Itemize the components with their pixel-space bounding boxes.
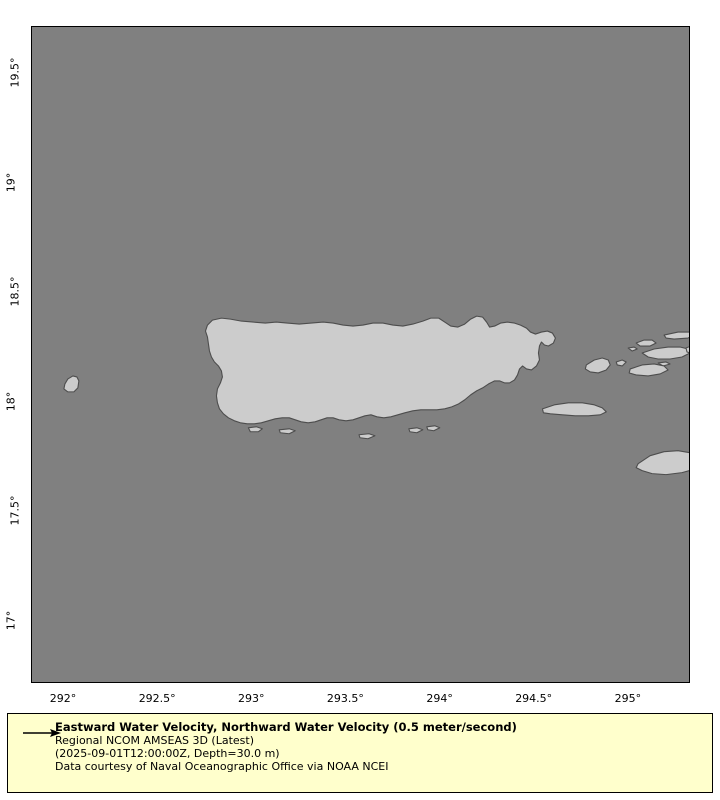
x-axis-major-tick: [0, 140, 1, 147]
islet-south-3: [358, 433, 376, 440]
island-puerto-rico: [204, 315, 556, 425]
landmass-group: [63, 315, 689, 476]
x-axis-major-tick: [0, 59, 1, 66]
x-axis-major-tick: [0, 167, 1, 174]
x-axis-major-tick: [0, 5, 1, 12]
island-tortola: [641, 346, 689, 360]
x-axis-label: 295°: [614, 692, 642, 705]
islet-south-2: [278, 428, 296, 435]
y-axis-label: 18.5°: [8, 276, 22, 307]
islet-south-5: [426, 425, 441, 432]
map-canvas[interactable]: [32, 27, 689, 682]
x-axis-label: 292.5°: [138, 692, 176, 705]
island-anegada: [663, 331, 689, 340]
islet-south-1: [247, 426, 263, 433]
legend-panel: Eastward Water Velocity, Northward Water…: [7, 713, 713, 793]
islet-ne-small-1: [627, 346, 638, 352]
x-axis-major-tick: [0, 113, 1, 120]
y-axis-label: 18°: [4, 391, 18, 411]
y-axis-label: 17°: [4, 610, 18, 630]
island-mona: [63, 375, 80, 393]
island-vieques: [541, 402, 607, 417]
x-axis-major-tick: [0, 86, 1, 93]
axis-layer: 292° 292.5° 293° 293.5° 294° 294.5° 295° 17° 17.…: [0, 0, 720, 705]
x-axis-label: 294°: [426, 692, 453, 705]
island-jost-van-dyke: [635, 339, 657, 347]
islet-south-4: [408, 427, 424, 434]
map-plot-area[interactable]: [31, 26, 690, 683]
islet-culebrita: [615, 359, 627, 367]
y-axis-label: 19°: [4, 172, 18, 192]
legend-title: Eastward Water Velocity, Northward Water…: [55, 720, 517, 734]
y-axis-minor-tick: [0, 218, 5, 219]
x-axis-label: 292°: [49, 692, 77, 705]
legend-courtesy-line: Data courtesy of Naval Oceanographic Off…: [55, 760, 389, 773]
x-axis-major-tick: [0, 32, 1, 39]
island-culebra: [584, 357, 611, 374]
island-virgin-gorda: [685, 346, 689, 354]
island-st-croix: [635, 450, 689, 476]
x-axis-label: 293°: [238, 692, 265, 705]
island-st-thomas: [628, 363, 669, 377]
y-axis-label: 17.5°: [8, 495, 22, 526]
x-axis-label: 293.5°: [326, 692, 364, 705]
legend-time-depth-line: (2025-09-01T12:00:00Z, Depth=30.0 m): [55, 747, 280, 760]
right-arrow-icon: [23, 729, 61, 737]
x-axis-label: 294.5°: [515, 692, 553, 705]
y-axis-label: 19.5°: [8, 57, 22, 88]
legend-source-line: Regional NCOM AMSEAS 3D (Latest): [55, 734, 254, 747]
